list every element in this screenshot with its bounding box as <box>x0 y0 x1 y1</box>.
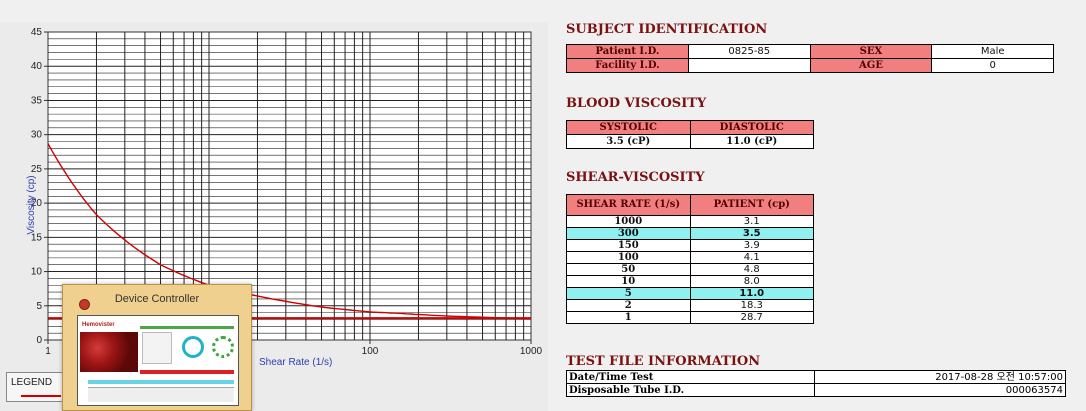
rate-cell: 10 <box>566 275 691 288</box>
blood-cells-image <box>80 332 138 372</box>
viscosity-curve <box>47 143 532 320</box>
table-row: 1 28.7 <box>566 311 814 324</box>
systolic-value: 3.5 (cP) <box>566 134 691 149</box>
shear-table: SHEAR RATE (1/s) PATIENT (cp) 1000 3.1 30… <box>566 194 814 324</box>
device-controller-title: Device Controller <box>114 293 200 305</box>
rate-cell: 5 <box>566 287 691 300</box>
value-cell: 3.9 <box>689 239 814 252</box>
sex-label: SEX <box>809 44 933 59</box>
thumbnail-logo: Hemovister <box>82 322 115 328</box>
gauge-icon <box>182 336 204 358</box>
x-tick-label: 100 <box>362 346 379 357</box>
diastolic-label: DIASTOLIC <box>689 120 814 135</box>
thumbnail-red-bar <box>140 370 234 374</box>
shear-rate-header: SHEAR RATE (1/s) <box>566 194 691 216</box>
blood-table: SYSTOLIC DIASTOLIC 3.5 (cP) 11.0 (cP) <box>566 120 814 149</box>
value-cell: 11.0 <box>689 287 814 300</box>
y-axis-label: Viscosity (cp) <box>26 175 37 234</box>
testfile-title: TEST FILE INFORMATION <box>566 354 761 369</box>
device-controller-popup[interactable]: Device Controller Hemovister <box>62 284 252 411</box>
legend-line <box>21 395 61 397</box>
sex-value: Male <box>931 44 1054 59</box>
x-tick-label: 1000 <box>520 346 543 357</box>
tube-value: 000063574 <box>813 383 1067 397</box>
table-row: 100 4.1 <box>566 251 814 264</box>
table-row: 300 3.5 <box>566 227 814 240</box>
date-label: Date/Time Test <box>566 370 815 384</box>
y-tick-label: 35 <box>31 95 43 106</box>
rate-cell: 100 <box>566 251 691 264</box>
rate-cell: 50 <box>566 263 691 276</box>
y-tick-label: 0 <box>36 335 42 346</box>
value-cell: 28.7 <box>689 311 814 324</box>
rate-cell: 1000 <box>566 215 691 228</box>
table-row: 5 11.0 <box>566 287 814 300</box>
device-controller-thumbnail[interactable]: Hemovister <box>77 315 239 406</box>
table-row: 150 3.9 <box>566 239 814 252</box>
x-axis-label: Shear Rate (1/s) <box>259 357 332 368</box>
table-row: 50 4.8 <box>566 263 814 276</box>
rate-cell: 2 <box>566 299 691 312</box>
rate-cell: 1 <box>566 311 691 324</box>
y-tick-label: 25 <box>31 164 43 175</box>
age-label: AGE <box>809 58 933 73</box>
y-tick-label: 30 <box>31 130 43 141</box>
shear-title: SHEAR-VISCOSITY <box>566 170 705 185</box>
value-cell: 4.8 <box>689 263 814 276</box>
value-cell: 3.5 <box>689 227 814 240</box>
value-cell: 18.3 <box>689 299 814 312</box>
y-tick-label: 15 <box>31 232 43 243</box>
patient-header: PATIENT (cp) <box>689 194 814 216</box>
diastolic-value: 11.0 (cP) <box>689 134 814 149</box>
thumbnail-status-area <box>88 387 234 402</box>
tube-label: Disposable Tube I.D. <box>566 383 815 397</box>
thumbnail-header-bar <box>140 326 234 329</box>
progress-ring-icon <box>212 336 234 358</box>
y-tick-label: 20 <box>31 198 43 209</box>
patient-id-value: 0825-85 <box>687 44 811 59</box>
table-row: 1000 3.1 <box>566 215 814 228</box>
value-cell: 3.1 <box>689 215 814 228</box>
app-icon <box>79 299 90 310</box>
testfile-table: Date/Time Test 2017-08-28 오전 10:57:00 Di… <box>566 370 1067 397</box>
rate-cell: 300 <box>566 227 691 240</box>
table-row: 10 8.0 <box>566 275 814 288</box>
patient-id-label: Patient I.D. <box>566 44 689 59</box>
facility-id-value <box>687 58 811 73</box>
legend: LEGEND <box>6 372 68 402</box>
x-tick-label: 1 <box>45 346 51 357</box>
facility-id-label: Facility I.D. <box>566 58 689 73</box>
value-cell: 4.1 <box>689 251 814 264</box>
subject-title: SUBJECT IDENTIFICATION <box>566 22 768 37</box>
age-value: 0 <box>931 58 1054 73</box>
y-tick-label: 45 <box>31 27 43 38</box>
y-tick-label: 5 <box>36 301 42 312</box>
legend-label: LEGEND <box>11 377 53 388</box>
table-row: 2 18.3 <box>566 299 814 312</box>
thumbnail-panel <box>142 332 172 364</box>
rate-cell: 150 <box>566 239 691 252</box>
blood-title: BLOOD VISCOSITY <box>566 96 707 111</box>
systolic-label: SYSTOLIC <box>566 120 691 135</box>
thumbnail-cyan-bar <box>88 380 234 384</box>
y-tick-label: 40 <box>31 61 43 72</box>
value-cell: 8.0 <box>689 275 814 288</box>
subject-table: Patient I.D. 0825-85 SEX Male Facility I… <box>566 44 1054 73</box>
y-tick-label: 10 <box>31 267 43 278</box>
date-value: 2017-08-28 오전 10:57:00 <box>813 370 1067 384</box>
